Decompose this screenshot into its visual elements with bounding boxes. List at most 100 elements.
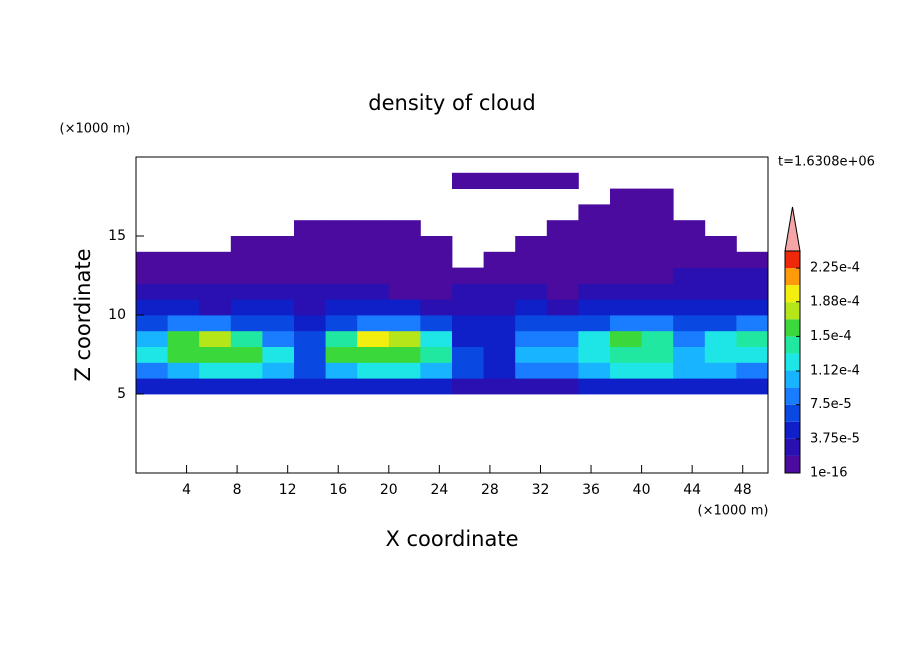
contour-cell — [578, 251, 611, 268]
contour-cell — [736, 346, 769, 363]
contour-cell — [167, 378, 200, 395]
contour-cell — [357, 362, 390, 379]
contour-cell — [294, 346, 326, 363]
contour-cell — [515, 283, 548, 300]
contour-cell — [262, 362, 295, 379]
contour-cell — [546, 299, 579, 316]
contour-cell — [325, 299, 358, 316]
contour-cell — [357, 346, 390, 363]
contour-cell — [294, 378, 326, 395]
colorbar-band — [785, 285, 800, 303]
contour-cell — [325, 251, 358, 268]
contour-cell — [515, 172, 548, 189]
contour-cell — [641, 267, 674, 284]
contour-cell — [704, 283, 737, 300]
contour-cell — [388, 330, 421, 347]
contour-cell — [578, 346, 611, 363]
contour-cell — [483, 299, 516, 316]
colorbar-tick-label: 1e-16 — [810, 466, 848, 481]
contour-cell — [325, 346, 358, 363]
contour-cell — [230, 267, 263, 284]
contour-cell — [388, 346, 421, 363]
contour-cell — [673, 362, 706, 379]
contour-cell — [641, 204, 674, 221]
contour-cell — [136, 362, 168, 379]
contour-cell — [578, 315, 611, 332]
contour-cell — [136, 378, 168, 395]
chart-title: density of cloud — [368, 91, 535, 115]
contour-cell — [673, 315, 706, 332]
colorbar-band — [785, 336, 800, 354]
contour-cell — [641, 236, 674, 253]
contour-cell — [357, 220, 390, 237]
x-tick-label: 16 — [329, 482, 347, 498]
y-tick-label: 10 — [108, 307, 126, 323]
contour-cell — [388, 251, 421, 268]
contour-cell — [578, 220, 611, 237]
colorbar-tick-label: 2.25e-4 — [810, 261, 860, 276]
contour-cell — [515, 236, 548, 253]
contour-cell — [167, 267, 200, 284]
contour-cell — [420, 299, 453, 316]
contour-cell — [515, 378, 548, 395]
contour-cell — [167, 315, 200, 332]
y-tick-label: 5 — [117, 386, 126, 402]
contour-cell — [546, 172, 579, 189]
contour-cell — [578, 204, 611, 221]
contour-cell — [420, 315, 453, 332]
contour-cell — [610, 283, 642, 300]
contour-cell — [357, 330, 390, 347]
contour-cell — [262, 236, 295, 253]
x-tick-label: 24 — [430, 482, 448, 498]
contour-cell — [357, 251, 390, 268]
contour-cell — [262, 283, 295, 300]
contour-cell — [199, 283, 232, 300]
contour-cell — [262, 315, 295, 332]
contour-cell — [452, 330, 484, 347]
contour-cell — [357, 378, 390, 395]
contour-cell — [610, 315, 642, 332]
contour-cell — [262, 330, 295, 347]
contour-cell — [546, 236, 579, 253]
contour-cell — [578, 283, 611, 300]
y-unit: (×1000 m) — [60, 122, 131, 137]
contour-cell — [452, 346, 484, 363]
contour-cell — [578, 362, 611, 379]
contour-cell — [704, 330, 737, 347]
x-tick-label: 44 — [683, 482, 701, 498]
contour-cell — [610, 346, 642, 363]
contour-cell — [199, 330, 232, 347]
contour-cell — [515, 315, 548, 332]
contour-cell — [736, 315, 769, 332]
contour-cell — [136, 330, 168, 347]
contour-cell — [167, 346, 200, 363]
contour-cell — [230, 330, 263, 347]
colorbar-tick-label: 1.12e-4 — [810, 363, 860, 378]
contour-cell — [452, 362, 484, 379]
contour-cell — [673, 378, 706, 395]
x-tick-label: 36 — [582, 482, 600, 498]
contour-cell — [388, 267, 421, 284]
contour-cell — [641, 188, 674, 205]
contour-cell — [578, 330, 611, 347]
contour-cell — [704, 236, 737, 253]
contour-cell — [325, 283, 358, 300]
contour-cell — [388, 315, 421, 332]
contour-cell — [325, 378, 358, 395]
colorbar-band — [785, 302, 800, 320]
contour-cell — [230, 299, 263, 316]
colorbar-band — [785, 268, 800, 286]
contour-cell — [736, 378, 769, 395]
contour-cell — [736, 362, 769, 379]
colorbar-frame — [784, 250, 801, 474]
contour-cell — [546, 267, 579, 284]
contour-cell — [167, 330, 200, 347]
contour-cell — [704, 251, 737, 268]
contour-cell — [610, 362, 642, 379]
contour-cell — [546, 283, 579, 300]
contour-cell — [610, 204, 642, 221]
contour-cell — [736, 283, 769, 300]
x-unit: (×1000 m) — [698, 504, 769, 519]
contour-cell — [136, 251, 168, 268]
